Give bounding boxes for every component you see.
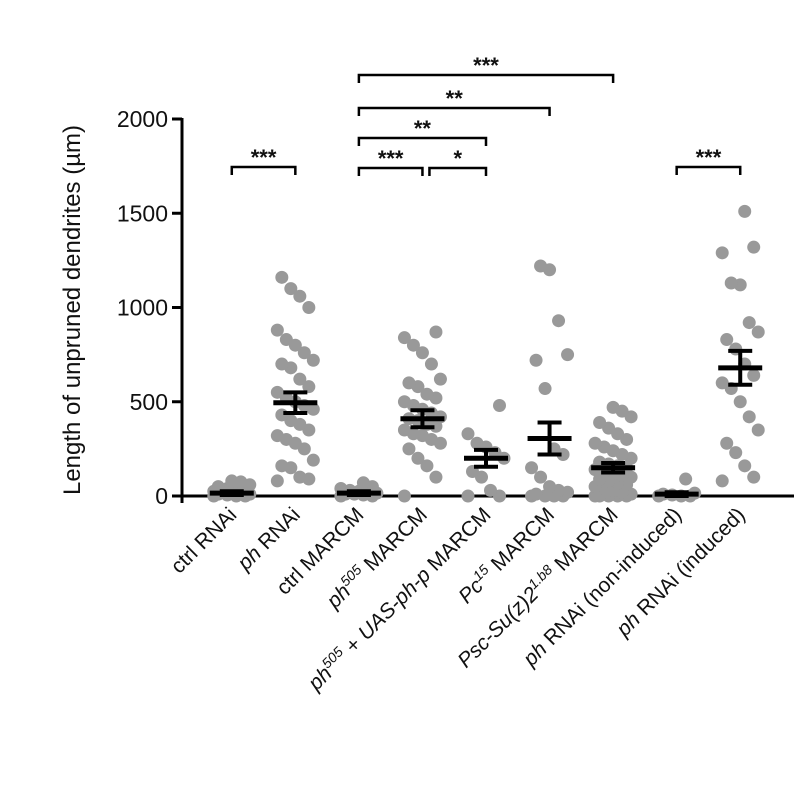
y-tick-label: 1000 <box>117 295 168 321</box>
significance-bracket <box>675 165 742 175</box>
data-point <box>742 316 756 330</box>
data-point <box>270 474 284 488</box>
data-point <box>356 476 370 490</box>
data-point <box>275 270 289 284</box>
data-point <box>275 459 289 473</box>
significance-label: ** <box>446 86 464 111</box>
data-point <box>225 474 239 488</box>
data-point <box>397 423 411 437</box>
significance-bracket <box>357 166 424 176</box>
data-point <box>429 325 443 339</box>
data-point <box>525 461 539 475</box>
data-point <box>738 459 752 473</box>
data-point <box>538 382 552 396</box>
data-point <box>493 399 506 413</box>
data-point <box>747 368 761 382</box>
data-point <box>302 301 316 314</box>
data-point <box>529 353 543 367</box>
data-point <box>461 489 475 503</box>
data-point <box>729 446 743 460</box>
significance-bracket <box>357 73 615 83</box>
significance-bracket <box>428 166 488 176</box>
data-point <box>415 346 429 360</box>
data-point <box>279 333 293 347</box>
data-point <box>406 338 420 352</box>
data-point <box>275 357 289 371</box>
data-point <box>293 372 307 386</box>
data-point <box>284 282 298 296</box>
data-point <box>411 451 425 465</box>
data-point <box>433 372 447 386</box>
significance-bracket <box>357 136 488 146</box>
significance-label: *** <box>251 145 277 170</box>
data-point <box>293 289 307 303</box>
data-point <box>429 470 443 484</box>
data-point <box>720 436 734 450</box>
data-point <box>747 240 761 254</box>
y-tick-label: 500 <box>130 389 168 415</box>
data-point <box>751 423 765 437</box>
y-axis-label: Length of unpruned dendrites (µm) <box>59 125 86 495</box>
label-part: UAS-ph-p <box>354 563 435 644</box>
y-tick-label: 1500 <box>117 200 168 226</box>
data-point <box>751 325 765 339</box>
label-part: ctrl RNAi <box>166 503 241 578</box>
significance-label: ** <box>414 116 432 141</box>
data-point <box>484 483 497 497</box>
data-point <box>715 474 729 488</box>
label-part: RNAi (induced) <box>629 503 750 624</box>
data-point <box>720 333 734 347</box>
data-point <box>747 470 761 484</box>
data-point <box>561 348 575 362</box>
y-tick-label: 0 <box>155 483 168 509</box>
data-point <box>424 357 438 371</box>
data-point <box>306 353 320 367</box>
data-point <box>588 436 602 450</box>
data-point <box>724 276 738 290</box>
data-point <box>593 415 607 429</box>
data-point <box>397 331 411 345</box>
data-point <box>461 427 475 441</box>
data-point <box>397 395 411 409</box>
significance-label: * <box>453 146 462 171</box>
significance-bracket <box>357 106 551 116</box>
data-point <box>534 259 548 273</box>
data-point <box>270 429 284 443</box>
data-point <box>420 459 434 473</box>
data-point <box>679 472 693 486</box>
data-point <box>402 442 416 456</box>
data-point <box>738 204 752 218</box>
data-point <box>306 453 320 467</box>
data-point <box>552 314 566 328</box>
data-point <box>402 376 416 390</box>
data-point <box>715 376 729 390</box>
data-point <box>606 400 620 414</box>
data-point <box>742 410 756 424</box>
data-point <box>534 470 548 484</box>
data-point <box>297 346 311 360</box>
data-point <box>397 489 411 503</box>
data-point <box>470 436 484 450</box>
y-tick-label: 2000 <box>117 106 168 132</box>
significance-bracket <box>230 165 297 175</box>
data-point <box>420 387 434 401</box>
data-point <box>543 480 557 494</box>
data-point <box>270 323 284 337</box>
data-point <box>302 380 316 394</box>
significance-label: *** <box>473 53 499 78</box>
data-point <box>715 246 729 260</box>
data-point <box>270 385 284 399</box>
significance-label: *** <box>696 145 722 170</box>
data-point <box>529 487 543 501</box>
data-point <box>733 395 747 409</box>
label-part: RNAi <box>250 503 305 558</box>
significance-label: *** <box>378 146 404 171</box>
x-tick-label: ctrl RNAi <box>166 503 241 578</box>
data-point <box>293 470 307 484</box>
